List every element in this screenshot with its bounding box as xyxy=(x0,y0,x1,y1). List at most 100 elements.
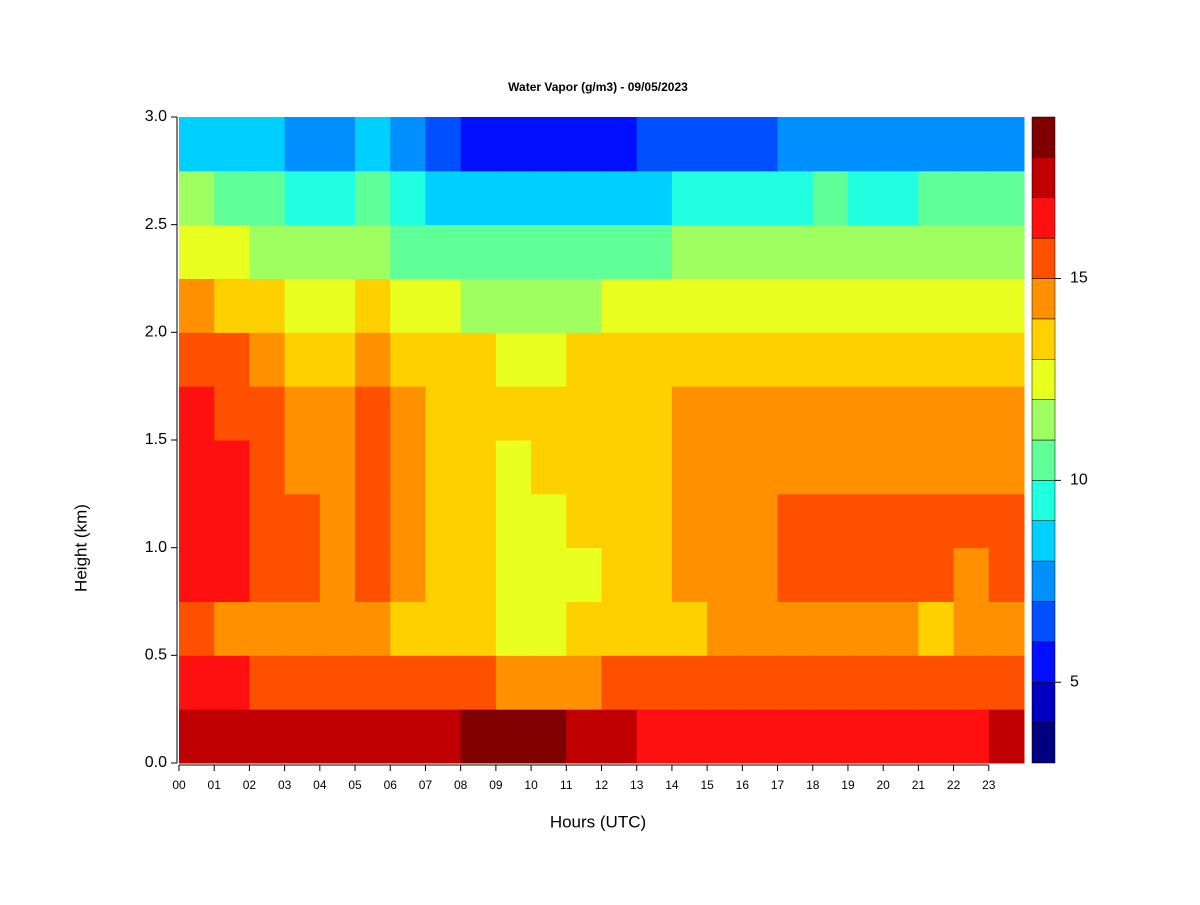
heatmap-cell xyxy=(355,440,391,495)
heatmap-cell xyxy=(671,601,708,656)
heatmap-cell xyxy=(214,547,250,602)
heatmap-cell xyxy=(460,117,497,172)
heatmap-cell xyxy=(249,440,286,495)
heatmap-cell xyxy=(495,709,532,764)
heatmap-cell xyxy=(918,655,955,710)
heatmap-cell xyxy=(671,117,708,172)
heatmap-cell xyxy=(531,117,567,172)
heatmap-cell xyxy=(531,493,567,549)
heatmap-cell xyxy=(214,386,250,441)
heatmap-cell xyxy=(988,547,1025,602)
x-tick-label: 09 xyxy=(489,778,503,792)
heatmap-cell xyxy=(636,170,673,226)
heatmap-cell xyxy=(742,386,779,441)
heatmap-cell xyxy=(883,332,919,387)
heatmap-cell xyxy=(601,601,638,656)
heatmap-cell xyxy=(531,332,567,387)
y-tick-label: 0.5 xyxy=(145,647,167,664)
heatmap-cell xyxy=(495,440,532,495)
heatmap-cell xyxy=(425,655,462,710)
heatmap-cell xyxy=(883,440,919,495)
heatmap-cell xyxy=(319,332,356,387)
heatmap-cell xyxy=(636,440,673,495)
colorbar-segment xyxy=(1031,318,1056,360)
heatmap-cell xyxy=(319,440,356,495)
x-tick-label: 05 xyxy=(348,778,362,792)
heatmap-cell xyxy=(355,170,391,226)
y-tick-label: 1.5 xyxy=(145,431,167,448)
heatmap-cell xyxy=(390,170,426,226)
heatmap-cell xyxy=(179,709,215,764)
heatmap-cell xyxy=(953,224,990,279)
heatmap-cell xyxy=(531,386,567,441)
heatmap-cell xyxy=(988,601,1025,656)
heatmap-cell xyxy=(531,224,567,279)
heatmap-cell xyxy=(883,601,919,656)
x-tick-label: 18 xyxy=(806,778,820,792)
heatmap-cell xyxy=(742,170,779,226)
heatmap-cell xyxy=(495,117,532,172)
heatmap-cell xyxy=(531,709,567,764)
heatmap-cell xyxy=(566,332,602,387)
heatmap-cell xyxy=(531,170,567,226)
colorbar-segment xyxy=(1031,641,1056,683)
colorbar-segment xyxy=(1031,237,1056,279)
heatmap-cell xyxy=(847,547,884,602)
heatmap-cell xyxy=(566,493,602,549)
x-tick-label: 13 xyxy=(630,778,644,792)
x-tick-label: 02 xyxy=(243,778,257,792)
x-tick-label: 15 xyxy=(700,778,714,792)
heatmap-cell xyxy=(636,655,673,710)
heatmap-cell xyxy=(179,601,215,656)
heatmap-cell xyxy=(742,440,779,495)
heatmap-cell xyxy=(918,601,955,656)
heatmap-cell xyxy=(777,170,814,226)
x-tick-label: 19 xyxy=(841,778,855,792)
heatmap-cell xyxy=(742,278,779,333)
heatmap-cell xyxy=(214,655,250,710)
heatmap-cell xyxy=(847,170,884,226)
heatmap-cell xyxy=(812,170,849,226)
heatmap-cell xyxy=(883,386,919,441)
heatmap-cell xyxy=(425,547,462,602)
heatmap-cell xyxy=(531,440,567,495)
y-tick-label: 2.5 xyxy=(145,216,167,233)
heatmap-cell xyxy=(601,117,638,172)
heatmap-cell xyxy=(390,224,426,279)
heatmap-cell xyxy=(707,655,743,710)
heatmap-cell xyxy=(953,386,990,441)
heatmap-cell xyxy=(847,224,884,279)
heatmap-cell xyxy=(812,332,849,387)
heatmap-cell xyxy=(390,547,426,602)
heatmap-cell xyxy=(671,709,708,764)
heatmap-cell xyxy=(988,386,1025,441)
heatmap-cell xyxy=(249,386,286,441)
heatmap-cell xyxy=(988,709,1025,764)
heatmap-cell xyxy=(460,709,497,764)
heatmap-cell xyxy=(812,493,849,549)
x-tick-label: 14 xyxy=(665,778,679,792)
heatmap-cell xyxy=(179,386,215,441)
heatmap-cell xyxy=(707,601,743,656)
heatmap-cell xyxy=(707,224,743,279)
heatmap-cell xyxy=(636,547,673,602)
heatmap-cell xyxy=(883,224,919,279)
x-tick-label: 17 xyxy=(771,778,785,792)
heatmap-cell xyxy=(777,655,814,710)
heatmap-cell xyxy=(777,547,814,602)
heatmap-cell xyxy=(214,278,250,333)
x-tick-label: 23 xyxy=(982,778,996,792)
heatmap-cell xyxy=(319,709,356,764)
heatmap-cell xyxy=(847,709,884,764)
heatmap-cell xyxy=(319,117,356,172)
heatmap-cell xyxy=(355,709,391,764)
colorbar-segment xyxy=(1031,399,1056,441)
heatmap-cell xyxy=(214,332,250,387)
heatmap-cell xyxy=(953,440,990,495)
heatmap-cell xyxy=(918,170,955,226)
axes: 00 01 02 03 04 05 06 07 08 09 10 11 12 13 14 15 16 17 18 19… xyxy=(145,108,996,792)
x-tick-label: 08 xyxy=(454,778,468,792)
colorbar-segment xyxy=(1031,116,1056,158)
y-tick-label: 2.0 xyxy=(145,324,167,341)
